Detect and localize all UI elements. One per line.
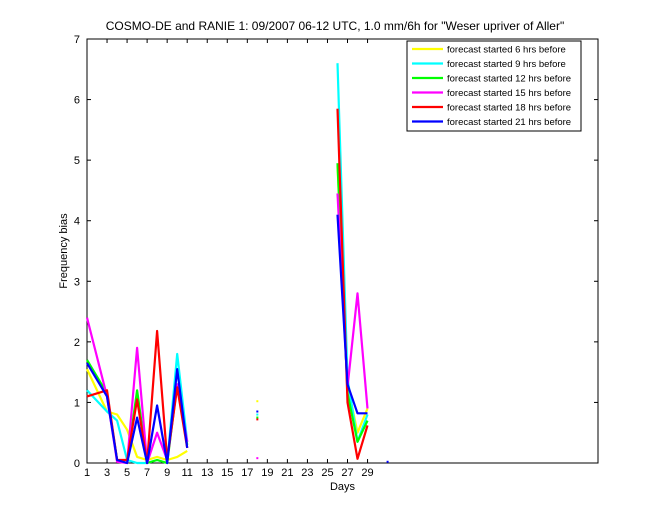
y-tick-label: 2 bbox=[74, 337, 80, 349]
x-tick-label: 27 bbox=[341, 467, 353, 479]
x-tick-label: 7 bbox=[144, 467, 150, 479]
legend: forecast started 6 hrs before forecast st… bbox=[406, 40, 582, 132]
series-point bbox=[256, 413, 259, 416]
legend-entry: forecast started 18 hrs before bbox=[447, 103, 571, 114]
x-tick-label: 9 bbox=[164, 467, 170, 479]
legend-entry: forecast started 12 hrs before bbox=[447, 74, 571, 85]
plot-area bbox=[86, 38, 599, 464]
x-tick-label: 17 bbox=[241, 467, 253, 479]
y-axis-label: Frequency bias bbox=[58, 213, 70, 289]
y-tick-label: 3 bbox=[74, 276, 80, 288]
x-tick-label: 29 bbox=[361, 467, 373, 479]
legend-entry: forecast started 9 hrs before bbox=[447, 59, 566, 70]
series-point bbox=[256, 457, 259, 460]
series-5 bbox=[86, 214, 389, 465]
chart-title: COSMO-DE and RANIE 1: 09/2007 06-12 UTC,… bbox=[106, 19, 564, 33]
y-tick-label: 1 bbox=[74, 397, 80, 409]
series-point bbox=[386, 460, 389, 463]
x-tick-label: 19 bbox=[261, 467, 273, 479]
series-line bbox=[86, 362, 189, 465]
y-tick-label: 5 bbox=[74, 155, 80, 167]
x-axis-label: Days bbox=[330, 481, 356, 493]
y-tick-label: 0 bbox=[74, 458, 80, 470]
y-tick-label: 7 bbox=[74, 34, 80, 46]
series-line bbox=[336, 63, 369, 443]
x-tick-label: 23 bbox=[301, 467, 313, 479]
series-line bbox=[86, 368, 188, 462]
series-point bbox=[256, 400, 259, 403]
x-tick-label: 3 bbox=[104, 467, 110, 479]
series-layer bbox=[85, 63, 389, 465]
legend-entry: forecast started 15 hrs before bbox=[447, 88, 571, 99]
legend-entry: forecast started 6 hrs before bbox=[447, 45, 566, 56]
x-tick-label: 15 bbox=[221, 467, 233, 479]
x-tick-label: 13 bbox=[201, 467, 213, 479]
x-tick-label: 21 bbox=[281, 467, 293, 479]
x-tick-label: 11 bbox=[181, 467, 192, 479]
series-line bbox=[336, 108, 369, 460]
series-point bbox=[256, 416, 259, 419]
y-tick-label: 4 bbox=[74, 216, 80, 228]
series-point bbox=[256, 418, 259, 421]
series-line bbox=[336, 214, 368, 415]
series-point bbox=[256, 410, 259, 413]
x-tick-label: 5 bbox=[124, 467, 130, 479]
x-tick-label: 1 bbox=[84, 467, 90, 479]
legend-box bbox=[406, 40, 582, 132]
legend-entry: forecast started 21 hrs before bbox=[447, 117, 571, 128]
y-tick-label: 6 bbox=[74, 95, 80, 107]
x-tick-label: 25 bbox=[321, 467, 333, 479]
